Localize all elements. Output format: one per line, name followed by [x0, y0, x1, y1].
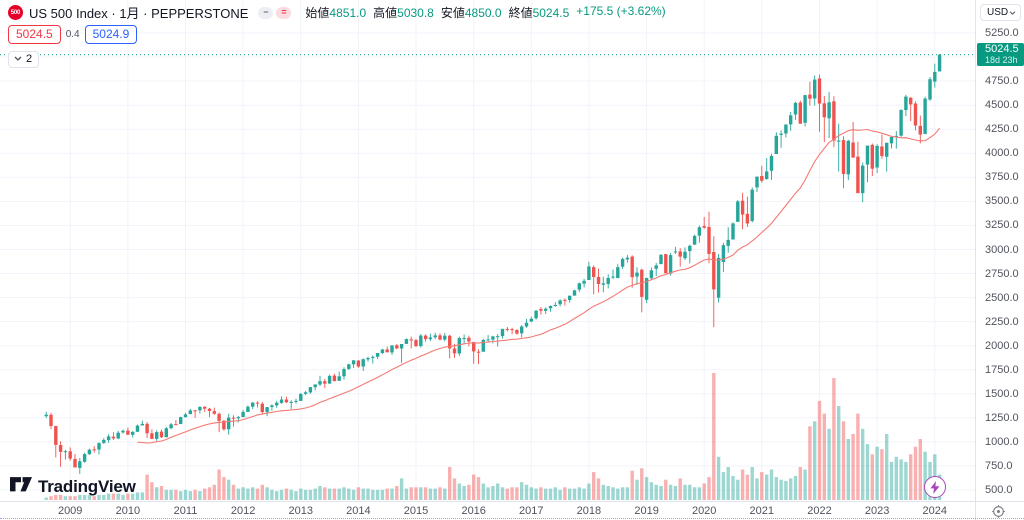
price-tick: 2250.0 [985, 315, 1019, 328]
bottom-toolbar-separator [0, 518, 1024, 519]
volume-bars [44, 373, 942, 501]
close-label: 終値 [508, 6, 533, 20]
currency-label: USD [987, 7, 1009, 18]
close-value: 5024.5 [532, 6, 570, 20]
price-tick: 2000.0 [985, 339, 1019, 352]
bar-countdown: 18d 23h [985, 55, 1018, 66]
price-tick: 4750.0 [985, 75, 1019, 88]
price-tick: 500.0 [985, 484, 1013, 496]
indicators-collapse-button[interactable]: 2 [8, 50, 40, 68]
tradingview-logo[interactable]: TradingView [10, 477, 136, 497]
market-status-icon[interactable]: − [258, 6, 274, 19]
price-tick: 3750.0 [985, 171, 1019, 184]
chevron-down-icon [1009, 10, 1016, 15]
price-tick: 1000.0 [985, 435, 1019, 448]
year-tick: 2010 [115, 505, 141, 517]
year-tick: 2020 [691, 505, 717, 517]
price-tick: 3500.0 [985, 195, 1019, 208]
high-value: 5030.8 [397, 6, 434, 20]
price-tick: 1250.0 [985, 411, 1019, 424]
year-tick: 2022 [807, 505, 832, 517]
tradingview-logo-icon [10, 477, 32, 492]
price-tick: 3250.0 [985, 219, 1019, 232]
year-tick: 2017 [519, 505, 544, 517]
lightning-bolt-icon [930, 480, 940, 494]
candles [44, 54, 942, 474]
year-tick: 2011 [173, 505, 198, 517]
price-tick: 2750.0 [985, 267, 1019, 280]
indicators-count: 2 [26, 52, 33, 65]
candlestick-chart[interactable] [0, 0, 975, 501]
chart-settings-gear-icon[interactable] [992, 505, 1005, 520]
price-tick: 1500.0 [985, 387, 1019, 400]
symbol-title[interactable]: US 500 Index · 1月 · PEPPERSTONE [29, 6, 249, 21]
tradingview-logo-text: TradingView [38, 477, 136, 496]
buy-ask-button[interactable]: 5024.9 [84, 24, 138, 44]
year-tick: 2012 [230, 505, 256, 517]
price-tick: 3000.0 [985, 243, 1019, 256]
year-tick: 2009 [57, 505, 83, 517]
price-tick: 5250.0 [985, 27, 1019, 39]
year-tick: 2019 [634, 505, 659, 517]
ma-line [137, 127, 941, 444]
currency-selector[interactable]: USD [980, 4, 1021, 21]
year-tick: 2021 [749, 505, 775, 517]
high-label: 高値 [373, 6, 398, 20]
year-tick: 2024 [922, 505, 948, 517]
year-tick: 2018 [576, 505, 602, 517]
chart-canvas[interactable]: 500 US 500 Index · 1月 · PEPPERSTONE − = … [0, 0, 975, 501]
open-label: 始値 [305, 6, 330, 20]
price-tick: 2500.0 [985, 291, 1019, 304]
chart-legend: 500 US 500 Index · 1月 · PEPPERSTONE − = … [8, 4, 666, 68]
ohlc-values: 始値4851.0 高値5030.8 安値4850.0 終値5024.5 +175… [305, 4, 665, 21]
change-value: +175.5 (+3.62%) [576, 4, 666, 18]
data-mode-icon[interactable]: = [276, 6, 292, 19]
price-tick: 4500.0 [985, 99, 1019, 112]
instant-order-button[interactable] [924, 476, 946, 498]
price-tick: 1750.0 [985, 363, 1019, 376]
year-tick: 2016 [461, 505, 486, 517]
price-tick: 750.0 [985, 459, 1013, 472]
chevron-down-icon [14, 56, 22, 61]
price-tick: 4000.0 [985, 147, 1019, 160]
sell-bid-button[interactable]: 5024.5 [8, 24, 61, 44]
last-price-badge: 5024.5 18d 23h [977, 43, 1024, 67]
low-value: 4850.0 [464, 6, 502, 20]
low-label: 安値 [440, 6, 465, 20]
time-axis[interactable]: 2009 2010 2011 2012 2013 2014 2015 2016 2017 2018… [0, 501, 1024, 520]
spread-value: 0.4 [65, 28, 80, 40]
price-tick: 4250.0 [985, 123, 1019, 136]
year-tick: 2014 [346, 505, 371, 517]
open-value: 4851.0 [329, 6, 367, 20]
price-axis[interactable]: USD 5250.05000.04750.04500.04250.04000.0… [975, 0, 1024, 501]
symbol-logo: 500 [8, 5, 23, 20]
year-tick: 2015 [403, 505, 429, 517]
year-tick: 2023 [864, 505, 890, 517]
year-tick: 2013 [288, 505, 314, 517]
last-price-value: 5024.5 [985, 43, 1019, 56]
axis-divider [975, 502, 976, 520]
grid-lines [0, 0, 975, 501]
